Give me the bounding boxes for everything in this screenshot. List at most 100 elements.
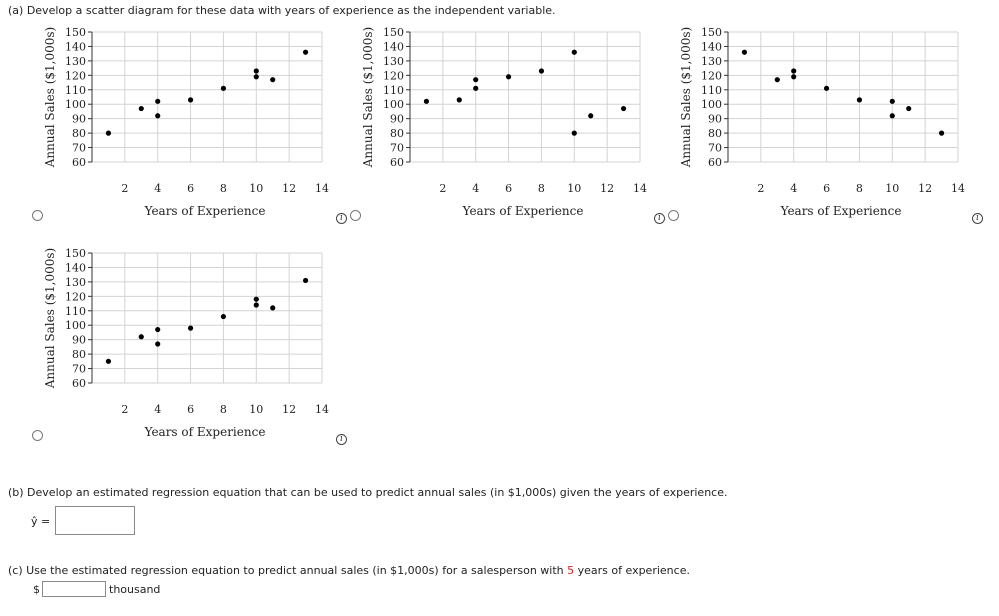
currency-label: $ xyxy=(33,583,40,596)
data-point xyxy=(856,97,863,103)
y-tick-label: 140 xyxy=(65,40,86,53)
x-tick-label: 12 xyxy=(918,182,932,195)
data-point xyxy=(588,113,594,119)
y-tick-label: 90 xyxy=(72,113,86,126)
data-point xyxy=(155,326,161,333)
data-point xyxy=(155,98,161,104)
data-point xyxy=(473,85,479,91)
y-tick-label: 80 xyxy=(390,127,404,140)
x-tick-label: 14 xyxy=(951,182,965,195)
x-tick-label: 8 xyxy=(220,182,227,195)
y-tick-label: 130 xyxy=(65,55,86,68)
x-tick-label: 10 xyxy=(249,403,263,416)
data-point xyxy=(571,49,577,55)
y-tick-label: 150 xyxy=(383,26,404,39)
part-c-prompt-after: years of experience. xyxy=(574,564,690,577)
option-2-radio[interactable] xyxy=(350,210,361,221)
y-tick-label: 80 xyxy=(72,348,86,361)
x-tick-label: 12 xyxy=(282,403,296,416)
y-tick-label: 70 xyxy=(72,142,86,155)
x-tick-label: 8 xyxy=(538,182,545,195)
data-point xyxy=(253,74,259,80)
x-tick-label: 14 xyxy=(633,182,647,195)
x-tick-label: 12 xyxy=(282,182,296,195)
x-tick-label: 6 xyxy=(823,182,830,195)
data-point xyxy=(302,277,309,284)
y-axis-title: Annual Sales ($1,000s) xyxy=(43,248,57,389)
x-tick-label: 4 xyxy=(154,182,161,195)
data-point xyxy=(253,302,259,308)
data-point xyxy=(473,77,479,83)
data-point xyxy=(774,77,780,83)
y-tick-label: 110 xyxy=(383,84,404,97)
data-point xyxy=(938,130,945,136)
data-point xyxy=(423,98,430,104)
y-tick-label: 110 xyxy=(701,84,722,97)
x-tick-label: 2 xyxy=(439,182,446,195)
y-tick-label: 130 xyxy=(701,55,722,68)
x-tick-label: 2 xyxy=(121,182,128,195)
data-point xyxy=(456,97,462,103)
option-1-radio[interactable] xyxy=(32,210,43,221)
data-point xyxy=(270,305,276,311)
part-b-prompt: (b) Develop an estimated regression equa… xyxy=(8,486,728,499)
data-point xyxy=(220,85,227,91)
x-axis-title: Years of Experience xyxy=(144,204,266,218)
x-tick-label: 14 xyxy=(315,403,329,416)
y-tick-label: 150 xyxy=(701,26,722,39)
option-4-radio[interactable] xyxy=(32,430,43,441)
data-point xyxy=(187,97,194,103)
data-point xyxy=(253,296,259,302)
y-tick-label: 120 xyxy=(383,69,404,82)
x-axis-title: Years of Experience xyxy=(780,204,902,218)
part-c-years-highlight: 5 xyxy=(567,564,575,577)
y-axis-title: Annual Sales ($1,000s) xyxy=(43,27,57,168)
data-point xyxy=(741,49,748,55)
info-icon-option-1[interactable]: i xyxy=(336,213,347,224)
y-tick-label: 140 xyxy=(701,40,722,53)
part-a-prompt: (a) Develop a scatter diagram for these … xyxy=(8,4,556,17)
info-icon-option-4[interactable]: i xyxy=(336,434,347,445)
x-axis-title: Years of Experience xyxy=(462,204,584,218)
data-point xyxy=(155,341,161,347)
x-tick-label: 12 xyxy=(600,182,614,195)
data-point xyxy=(105,130,112,136)
y-tick-label: 150 xyxy=(65,26,86,39)
info-icon-option-2[interactable]: i xyxy=(654,213,665,224)
x-tick-label: 10 xyxy=(567,182,581,195)
x-tick-label: 4 xyxy=(154,403,161,416)
yhat-label: ŷ = xyxy=(31,515,51,528)
option-3-radio[interactable] xyxy=(668,210,679,221)
predicted-sales-input[interactable] xyxy=(42,581,106,597)
part-c-prompt-before: (c) Use the estimated regression equatio… xyxy=(8,564,568,577)
y-tick-label: 60 xyxy=(708,156,722,169)
data-point xyxy=(791,68,797,74)
y-tick-label: 90 xyxy=(708,113,722,126)
regression-equation-input[interactable] xyxy=(55,506,135,535)
x-tick-label: 10 xyxy=(249,182,263,195)
data-point xyxy=(270,77,276,83)
data-point xyxy=(138,105,144,112)
x-tick-label: 4 xyxy=(790,182,797,195)
data-point xyxy=(889,98,895,104)
data-point xyxy=(505,74,512,80)
y-tick-label: 110 xyxy=(65,84,86,97)
data-point xyxy=(253,68,259,74)
y-tick-label: 120 xyxy=(65,69,86,82)
y-tick-label: 70 xyxy=(72,363,86,376)
y-tick-label: 90 xyxy=(72,334,86,347)
info-icon-option-3[interactable]: i xyxy=(972,213,983,224)
y-tick-label: 80 xyxy=(72,127,86,140)
x-tick-label: 14 xyxy=(315,182,329,195)
y-axis-title: Annual Sales ($1,000s) xyxy=(361,27,375,168)
data-point xyxy=(105,358,112,364)
y-tick-label: 100 xyxy=(65,98,86,111)
data-point xyxy=(220,313,227,320)
x-tick-label: 8 xyxy=(856,182,863,195)
x-tick-label: 2 xyxy=(757,182,764,195)
unit-label: thousand xyxy=(109,583,161,596)
data-point xyxy=(538,68,545,74)
